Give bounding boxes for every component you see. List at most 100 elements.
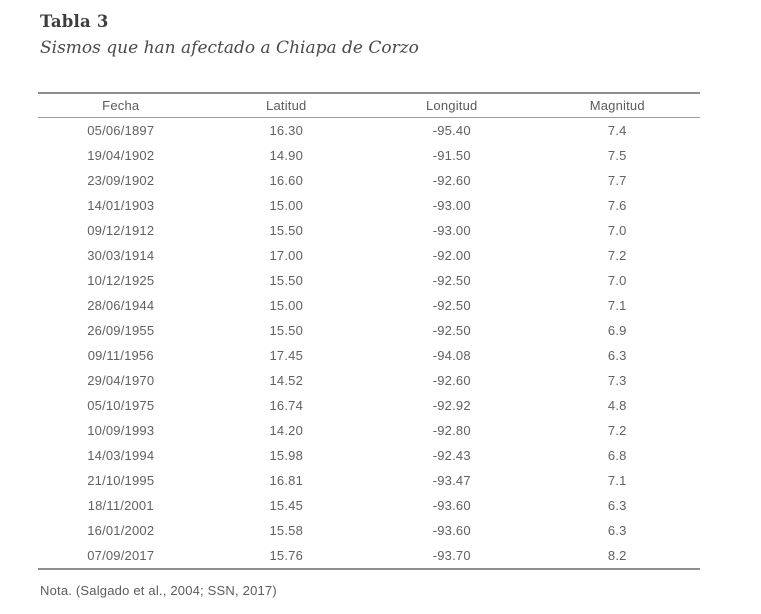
cell-longitud: -92.60 [432,173,471,188]
cell-longitud: -92.92 [432,398,471,413]
cell-latitud: 16.81 [269,473,304,488]
cell-longitud: -93.60 [432,498,471,513]
cell-longitud: -93.47 [432,473,471,488]
cell-fecha: 10/09/1993 [87,423,155,438]
cell-magnitud: 7.5 [607,148,627,163]
cell-magnitud: 7.3 [607,373,627,388]
cell-magnitud: 7.1 [607,298,627,313]
cell-longitud: -92.50 [432,298,471,313]
cell-magnitud: 6.3 [607,523,627,538]
cell-magnitud: 7.7 [607,173,627,188]
cell-longitud: -92.00 [432,248,471,263]
cell-latitud: 14.20 [269,423,304,438]
cell-magnitud: 7.2 [607,248,627,263]
table-row: 14/01/1903 15.00 -93.00 7.6 [38,193,700,218]
cell-magnitud: 7.0 [607,223,627,238]
cell-longitud: -93.60 [432,523,471,538]
table-row: 28/06/1944 15.00 -92.50 7.1 [38,293,700,318]
table-row: 29/04/1970 14.52 -92.60 7.3 [38,368,700,393]
cell-fecha: 18/11/2001 [87,498,154,513]
cell-latitud: 15.76 [269,548,304,563]
cell-latitud: 14.90 [269,148,304,163]
cell-longitud: -91.50 [432,148,471,163]
cell-longitud: -93.70 [432,548,471,563]
cell-fecha: 23/09/1902 [87,173,155,188]
cell-fecha: 19/04/1902 [87,148,155,163]
cell-magnitud: 8.2 [607,548,627,563]
cell-fecha: 28/06/1944 [87,298,155,313]
table-row: 16/01/2002 15.58 -93.60 6.3 [38,518,700,543]
cell-latitud: 15.50 [269,223,304,238]
cell-fecha: 07/09/2017 [87,548,155,563]
table-row: 09/12/1912 15.50 -93.00 7.0 [38,218,700,243]
cell-latitud: 15.45 [269,498,304,513]
table-row: 05/10/1975 16.74 -92.92 4.8 [38,393,700,418]
cell-magnitud: 7.4 [607,123,627,138]
cell-fecha: 30/03/1914 [87,248,155,263]
table-body: 05/06/1897 16.30 -95.40 7.4 19/04/1902 1… [38,118,700,569]
cell-fecha: 09/11/1956 [87,348,154,363]
table-row: 10/12/1925 15.50 -92.50 7.0 [38,268,700,293]
table-heading: Tabla 3 Sismos que han afectado a Chiapa… [40,12,419,58]
table-row: 14/03/1994 15.98 -92.43 6.8 [38,443,700,468]
cell-latitud: 17.45 [269,348,304,363]
table-row: 21/10/1995 16.81 -93.47 7.1 [38,468,700,493]
cell-magnitud: 7.0 [607,273,627,288]
table-note: Nota. (Salgado et al., 2004; SSN, 2017) [40,583,277,598]
cell-magnitud: 6.9 [607,323,627,338]
cell-fecha: 14/01/1903 [87,198,155,213]
cell-magnitud: 7.6 [607,198,627,213]
column-header-longitud: Longitud [426,98,478,113]
cell-longitud: -94.08 [432,348,471,363]
cell-longitud: -92.43 [432,448,471,463]
cell-latitud: 15.50 [269,323,304,338]
table-row: 30/03/1914 17.00 -92.00 7.2 [38,243,700,268]
cell-fecha: 05/10/1975 [87,398,155,413]
cell-latitud: 15.00 [269,198,304,213]
cell-latitud: 14.52 [269,373,304,388]
cell-longitud: -92.50 [432,323,471,338]
table-header-row: Fecha Latitud Longitud Magnitud [38,93,700,118]
table-row: 05/06/1897 16.30 -95.40 7.4 [38,118,700,144]
cell-magnitud: 7.1 [607,473,627,488]
cell-magnitud: 6.8 [607,448,627,463]
table-row: 19/04/1902 14.90 -91.50 7.5 [38,143,700,168]
cell-magnitud: 6.3 [607,348,627,363]
cell-latitud: 17.00 [269,248,304,263]
earthquake-table: Fecha Latitud Longitud Magnitud 05/06/18… [38,92,700,570]
cell-fecha: 05/06/1897 [87,123,155,138]
cell-fecha: 26/09/1955 [87,323,155,338]
cell-fecha: 29/04/1970 [87,373,155,388]
cell-magnitud: 6.3 [607,498,627,513]
cell-longitud: -92.50 [432,273,471,288]
column-header-fecha: Fecha [102,98,140,113]
cell-longitud: -93.00 [432,223,471,238]
cell-magnitud: 4.8 [607,398,627,413]
cell-longitud: -93.00 [432,198,471,213]
column-header-latitud: Latitud [266,98,307,113]
cell-fecha: 09/12/1912 [87,223,155,238]
cell-fecha: 21/10/1995 [87,473,155,488]
cell-longitud: -92.60 [432,373,471,388]
table-row: 23/09/1902 16.60 -92.60 7.7 [38,168,700,193]
column-header-magnitud: Magnitud [589,98,645,113]
cell-fecha: 14/03/1994 [87,448,155,463]
cell-longitud: -92.80 [432,423,471,438]
table-title: Sismos que han afectado a Chiapa de Corz… [40,38,419,58]
cell-latitud: 15.50 [269,273,304,288]
table-label: Tabla 3 [40,12,109,31]
cell-latitud: 15.98 [269,448,304,463]
table-row: 26/09/1955 15.50 -92.50 6.9 [38,318,700,343]
cell-fecha: 16/01/2002 [87,523,155,538]
cell-fecha: 10/12/1925 [87,273,155,288]
cell-latitud: 15.58 [269,523,304,538]
cell-latitud: 16.60 [269,173,304,188]
cell-latitud: 15.00 [269,298,304,313]
table-row: 18/11/2001 15.45 -93.60 6.3 [38,493,700,518]
table-row: 07/09/2017 15.76 -93.70 8.2 [38,543,700,569]
cell-longitud: -95.40 [432,123,471,138]
cell-magnitud: 7.2 [607,423,627,438]
table-row: 10/09/1993 14.20 -92.80 7.2 [38,418,700,443]
table-row: 09/11/1956 17.45 -94.08 6.3 [38,343,700,368]
cell-latitud: 16.74 [269,398,304,413]
